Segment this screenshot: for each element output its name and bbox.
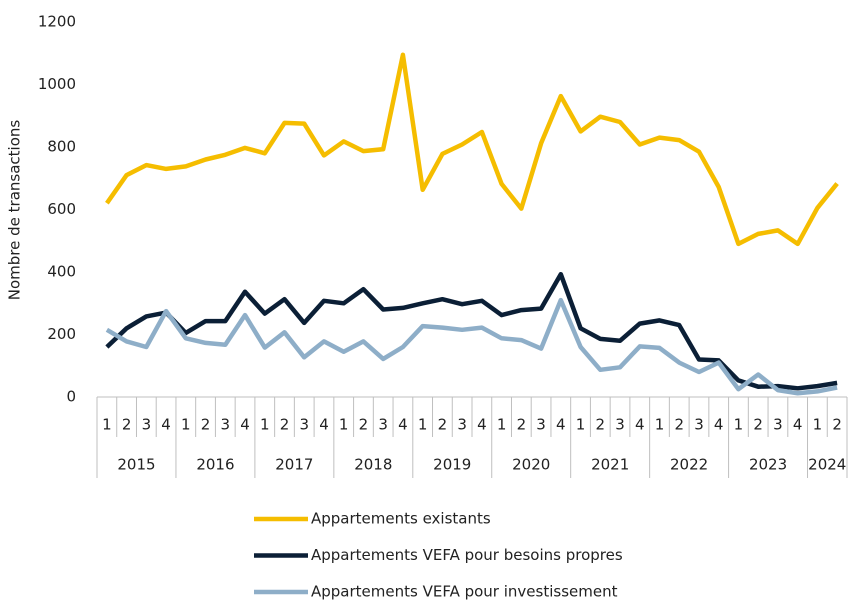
x-group-label: 2017: [275, 456, 313, 474]
x-group-label: 2020: [512, 456, 550, 474]
legend-label: Appartements existants: [311, 510, 491, 528]
series-line: [105, 271, 838, 391]
y-tick-label: 800: [47, 138, 76, 156]
x-tick-label: 4: [793, 416, 803, 434]
series-line: [105, 52, 839, 247]
y-tick-label: 200: [47, 325, 76, 343]
x-tick-label: 2: [674, 416, 684, 434]
x-tick-label: 2: [280, 416, 290, 434]
x-tick-label: 3: [457, 416, 467, 434]
x-tick-label: 3: [615, 416, 625, 434]
x-tick-label: 4: [556, 416, 566, 434]
legend-label: Appartements VEFA pour investissement: [311, 583, 618, 601]
x-tick-label: 4: [319, 416, 329, 434]
x-group-label: 2023: [749, 456, 787, 474]
x-tick-label: 1: [576, 416, 586, 434]
y-tick-label: 600: [47, 200, 76, 218]
x-tick-label: 4: [398, 416, 408, 434]
x-tick-label: 3: [378, 416, 388, 434]
x-tick-label: 1: [418, 416, 428, 434]
x-tick-label: 1: [813, 416, 823, 434]
x-tick-label: 1: [734, 416, 744, 434]
y-axis-label: Nombre de transactions: [6, 120, 24, 301]
y-tick-label: 0: [66, 388, 76, 406]
x-tick-label: 2: [753, 416, 763, 434]
x-group-label: 2022: [670, 456, 708, 474]
legend-label: Appartements VEFA pour besoins propres: [311, 546, 623, 564]
x-tick-label: 4: [714, 416, 724, 434]
x-group-label: 2018: [354, 456, 392, 474]
y-tick-label: 400: [47, 263, 76, 281]
x-tick-label: 2: [359, 416, 369, 434]
x-tick-label: 3: [142, 416, 152, 434]
x-group-label: 2016: [196, 456, 234, 474]
x-tick-label: 1: [260, 416, 270, 434]
x-tick-label: 4: [477, 416, 487, 434]
x-tick-label: 3: [694, 416, 704, 434]
x-tick-label: 4: [161, 416, 171, 434]
x-tick-label: 2: [201, 416, 211, 434]
x-tick-label: 1: [339, 416, 349, 434]
x-group-label: 2015: [117, 456, 155, 474]
x-tick-label: 3: [221, 416, 231, 434]
series-line: [105, 297, 838, 396]
x-tick-label: 1: [102, 416, 112, 434]
x-tick-label: 2: [122, 416, 132, 434]
x-tick-label: 1: [497, 416, 507, 434]
x-group-label: 2021: [591, 456, 629, 474]
x-tick-label: 3: [536, 416, 546, 434]
x-group-label: 2019: [433, 456, 471, 474]
x-tick-label: 4: [240, 416, 250, 434]
x-tick-label: 3: [773, 416, 783, 434]
y-tick-label: 1000: [38, 75, 76, 93]
x-tick-label: 2: [517, 416, 527, 434]
y-tick-label: 1200: [38, 13, 76, 31]
x-tick-label: 1: [181, 416, 191, 434]
x-tick-label: 2: [832, 416, 842, 434]
x-tick-label: 2: [596, 416, 606, 434]
x-tick-label: 1: [655, 416, 665, 434]
x-tick-label: 2: [438, 416, 448, 434]
x-tick-label: 3: [299, 416, 309, 434]
x-tick-label: 4: [635, 416, 645, 434]
x-group-label: 2024: [808, 456, 846, 474]
